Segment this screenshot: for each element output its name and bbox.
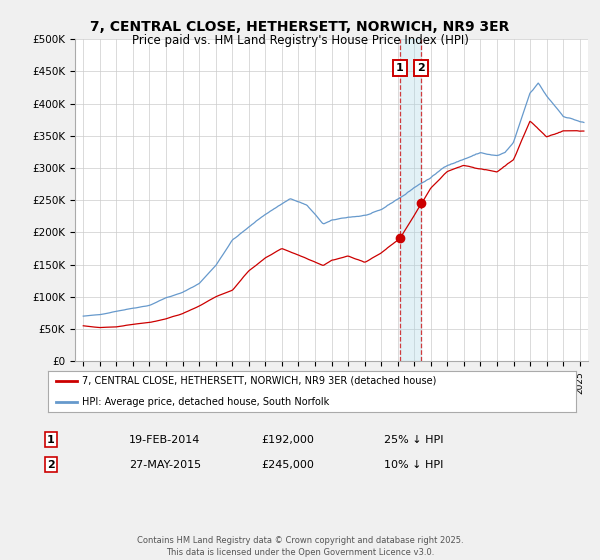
Text: 1: 1	[396, 63, 404, 73]
Text: £245,000: £245,000	[261, 460, 314, 470]
Text: Contains HM Land Registry data © Crown copyright and database right 2025.
This d: Contains HM Land Registry data © Crown c…	[137, 536, 463, 557]
Bar	[400, 39, 421, 361]
Text: 27-MAY-2015: 27-MAY-2015	[129, 460, 201, 470]
Text: HPI: Average price, detached house, South Norfolk: HPI: Average price, detached house, Sout…	[82, 397, 329, 407]
Text: £192,000: £192,000	[261, 435, 314, 445]
Text: Price paid vs. HM Land Registry's House Price Index (HPI): Price paid vs. HM Land Registry's House …	[131, 34, 469, 46]
Text: 25% ↓ HPI: 25% ↓ HPI	[384, 435, 443, 445]
Text: 2: 2	[417, 63, 425, 73]
Text: 10% ↓ HPI: 10% ↓ HPI	[384, 460, 443, 470]
Text: 19-FEB-2014: 19-FEB-2014	[129, 435, 200, 445]
Text: 7, CENTRAL CLOSE, HETHERSETT, NORWICH, NR9 3ER (detached house): 7, CENTRAL CLOSE, HETHERSETT, NORWICH, N…	[82, 376, 437, 386]
Text: 2: 2	[47, 460, 55, 470]
Text: 7, CENTRAL CLOSE, HETHERSETT, NORWICH, NR9 3ER: 7, CENTRAL CLOSE, HETHERSETT, NORWICH, N…	[91, 20, 509, 34]
Text: 1: 1	[47, 435, 55, 445]
